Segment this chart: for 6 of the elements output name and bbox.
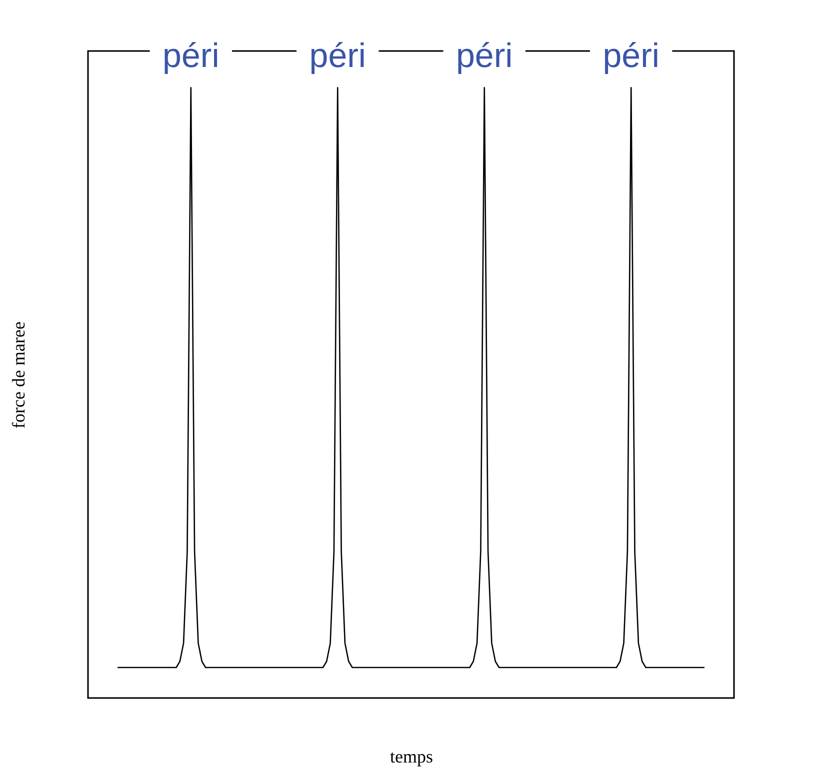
x-axis-title: temps: [390, 746, 433, 766]
y-axis-title: force de maree: [8, 322, 28, 428]
text: péri: [309, 37, 366, 75]
text: péri: [456, 37, 513, 75]
text: péri: [162, 37, 220, 75]
text: péri: [602, 37, 660, 75]
